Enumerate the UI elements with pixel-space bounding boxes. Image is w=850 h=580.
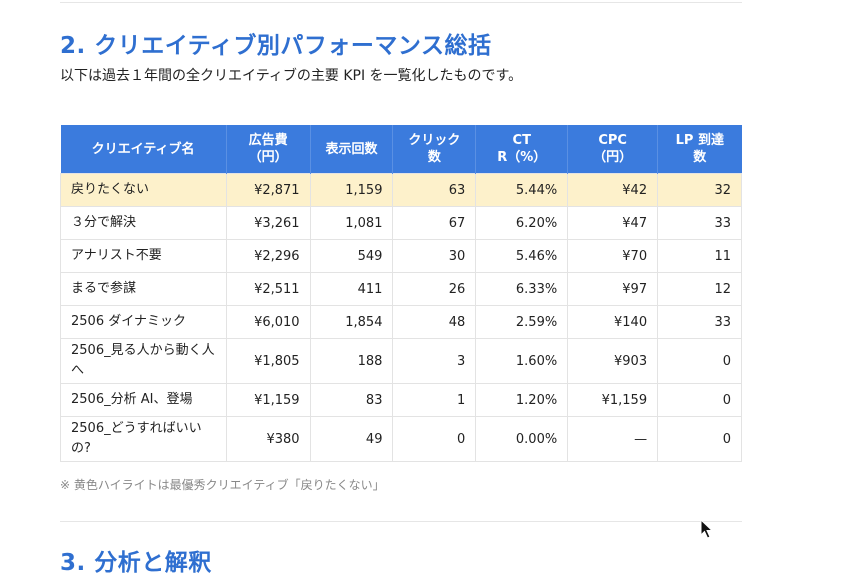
cell-cpc: ¥47 <box>567 206 659 240</box>
cell-name: まるで参謀 <box>60 272 227 306</box>
cell-cost: ¥2,511 <box>225 272 311 306</box>
top-divider <box>60 2 742 3</box>
cell-name: 2506_どうすればいいの? <box>60 416 227 462</box>
cell-impressions: 1,081 <box>309 206 394 240</box>
cell-clicks: 30 <box>392 239 477 273</box>
table-header-row: クリエイティブ名 広告費 （円） 表示回数 クリック数 CT R（%） CPC （円）… <box>60 125 742 174</box>
table-row: 2506_分析 AI、登場 ¥1,159 83 1 1.20% ¥1,159 0 <box>60 383 742 417</box>
highlight-note: ※ 黄色ハイライトは最優秀クリエイティブ「戻りたくない」 <box>60 478 385 492</box>
cell-lp: 33 <box>657 305 742 339</box>
cell-cpc: ¥97 <box>567 272 659 306</box>
cell-ctr: 5.44% <box>475 173 569 207</box>
col-header-ctr: CT R（%） <box>475 125 569 174</box>
table-row: アナリスト不要 ¥2,296 549 30 5.46% ¥70 11 <box>60 239 742 273</box>
cell-impressions: 188 <box>309 338 394 384</box>
cell-cpc: ¥42 <box>567 173 659 207</box>
col-header-cpc: CPC （円） <box>567 125 659 174</box>
cell-impressions: 49 <box>309 416 394 462</box>
cell-lp: 33 <box>657 206 742 240</box>
table-row: 2506_見る人から動く人へ ¥1,805 188 3 1.60% ¥903 0 <box>60 338 742 384</box>
cell-lp: 0 <box>657 383 742 417</box>
cell-cost: ¥6,010 <box>225 305 311 339</box>
table-row: 2506 ダイナミック ¥6,010 1,854 48 2.59% ¥140 33 <box>60 305 742 339</box>
cell-name: アナリスト不要 <box>60 239 227 273</box>
cell-cost: ¥2,296 <box>225 239 311 273</box>
cell-cpc: ¥140 <box>567 305 659 339</box>
cell-name: ３分で解決 <box>60 206 227 240</box>
cell-clicks: 26 <box>392 272 477 306</box>
cell-impressions: 1,854 <box>309 305 394 339</box>
col-header-lp-reach: LP 到達数 <box>657 125 742 174</box>
section-2-title: 2. クリエイティブ別パフォーマンス総括 <box>60 33 492 59</box>
cell-cpc: ¥903 <box>567 338 659 384</box>
cell-cost: ¥1,805 <box>225 338 311 384</box>
bottom-divider <box>60 521 742 522</box>
cell-clicks: 63 <box>392 173 477 207</box>
col-header-cost: 広告費 （円） <box>226 125 311 174</box>
cell-cost: ¥2,871 <box>225 173 311 207</box>
cell-ctr: 6.20% <box>475 206 569 240</box>
section-2-intro: 以下は過去１年間の全クリエイティブの主要 KPI を一覧化したものです。 <box>60 68 523 84</box>
table-row: ３分で解決 ¥3,261 1,081 67 6.20% ¥47 33 <box>60 206 742 240</box>
col-header-clicks: クリック数 <box>392 125 477 174</box>
table-row: まるで参謀 ¥2,511 411 26 6.33% ¥97 12 <box>60 272 742 306</box>
mouse-pointer-icon <box>700 519 714 539</box>
cell-lp: 0 <box>657 416 742 462</box>
cell-impressions: 83 <box>309 383 394 417</box>
cell-lp: 11 <box>657 239 742 273</box>
cell-name: 2506 ダイナミック <box>60 305 227 339</box>
table-row: 戻りたくない ¥2,871 1,159 63 5.44% ¥42 32 <box>60 173 742 207</box>
cell-cpc: — <box>567 416 659 462</box>
cell-clicks: 48 <box>392 305 477 339</box>
cell-ctr: 2.59% <box>475 305 569 339</box>
cell-name: 2506_見る人から動く人へ <box>60 338 227 384</box>
table-row: 2506_どうすればいいの? ¥380 49 0 0.00% —0 <box>60 416 742 462</box>
cell-cpc: ¥70 <box>567 239 659 273</box>
cell-clicks: 1 <box>392 383 477 417</box>
cell-name: 2506_分析 AI、登場 <box>60 383 227 417</box>
cell-ctr: 0.00% <box>475 416 569 462</box>
cell-lp: 32 <box>657 173 742 207</box>
cell-ctr: 1.60% <box>475 338 569 384</box>
cell-cost: ¥380 <box>225 416 311 462</box>
cell-cpc: ¥1,159 <box>567 383 659 417</box>
cell-lp: 12 <box>657 272 742 306</box>
cell-ctr: 5.46% <box>475 239 569 273</box>
section-3-title: 3. 分析と解釈 <box>60 550 212 576</box>
cell-ctr: 6.33% <box>475 272 569 306</box>
cell-clicks: 0 <box>392 416 477 462</box>
col-header-creative-name: クリエイティブ名 <box>60 125 227 174</box>
cell-name: 戻りたくない <box>60 173 227 207</box>
cell-ctr: 1.20% <box>475 383 569 417</box>
creative-kpi-table: クリエイティブ名 広告費 （円） 表示回数 クリック数 CT R（%） CPC （円）… <box>60 125 742 462</box>
col-header-impressions: 表示回数 <box>310 125 394 174</box>
cell-cost: ¥3,261 <box>225 206 311 240</box>
cell-impressions: 411 <box>309 272 394 306</box>
cell-clicks: 3 <box>392 338 477 384</box>
cell-cost: ¥1,159 <box>225 383 311 417</box>
cell-lp: 0 <box>657 338 742 384</box>
cell-impressions: 549 <box>309 239 394 273</box>
cell-impressions: 1,159 <box>309 173 394 207</box>
cell-clicks: 67 <box>392 206 477 240</box>
